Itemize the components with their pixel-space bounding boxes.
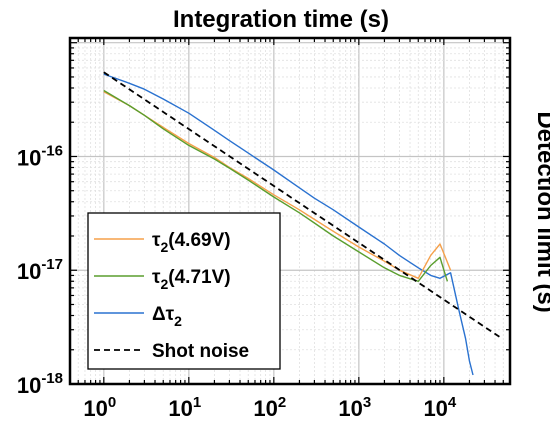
series-line: [103, 73, 474, 376]
plot-frame: [68, 36, 512, 386]
chart-title: Integration time (s): [173, 6, 389, 33]
x-tick-label: 103: [338, 394, 371, 421]
series-line: [103, 89, 449, 282]
plot-series: [103, 71, 500, 376]
y-tick-label: 10-18: [17, 370, 63, 398]
x-tick-label: 104: [423, 394, 456, 421]
x-tick-label: 102: [253, 394, 286, 421]
y-tick-label: 10-16: [17, 142, 63, 170]
y-tick-label: 10-17: [17, 256, 63, 284]
tick-labels: 100 101 102 103 104 10-16 10-17 10-18: [17, 142, 457, 421]
x-tick-label: 100: [83, 394, 116, 421]
legend-label: Shot noise: [152, 341, 249, 362]
series-line: [103, 91, 452, 279]
legend: τ2(4.69V) τ2(4.71V) Δτ2 Shot noise: [87, 212, 281, 370]
y-axis-label: Detection limit (s): [532, 111, 550, 312]
legend-label: τ2(4.69V): [152, 230, 231, 255]
x-tick-label: 101: [168, 394, 201, 421]
legend-label: τ2(4.71V): [152, 267, 231, 292]
legend-label: Δτ2: [152, 304, 182, 329]
